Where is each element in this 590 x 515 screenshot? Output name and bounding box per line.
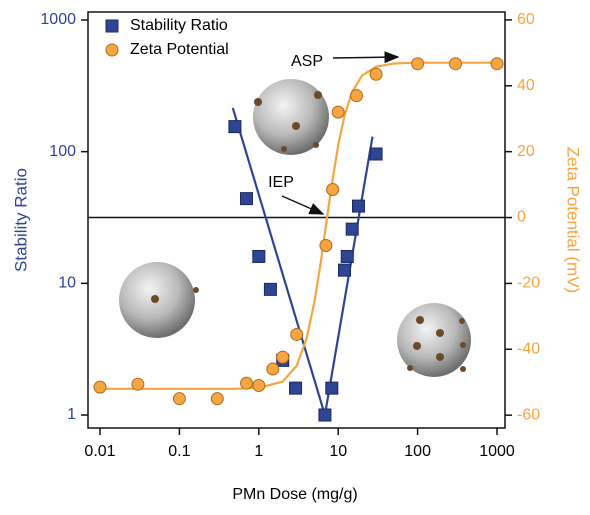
data-point	[340, 249, 354, 263]
annotation: IEP	[268, 174, 294, 191]
data-point	[331, 105, 345, 119]
data-point	[290, 327, 304, 341]
x-tick-label: 0.1	[168, 443, 190, 460]
x-tick-label: 1	[254, 443, 263, 460]
plot-frame	[87, 11, 506, 429]
annotation-arrow	[281, 195, 325, 215]
data-point	[318, 408, 332, 422]
y-tick-label: 100	[49, 143, 76, 160]
data-point	[252, 379, 266, 393]
y2-tick-label: 20	[517, 143, 535, 160]
y-axis-label: Stability Ratio	[11, 168, 30, 272]
x-tick-label: 0.01	[84, 443, 115, 460]
data-point	[240, 376, 254, 390]
y2-tick-label: -60	[517, 406, 540, 423]
data-point	[289, 381, 303, 395]
data-point	[326, 183, 340, 197]
y2-tick-label: 60	[517, 11, 535, 28]
x-tick-label: 1000	[479, 443, 515, 460]
data-point	[449, 57, 463, 71]
data-point	[345, 222, 359, 236]
y2-tick-label: -20	[517, 275, 540, 292]
y-tick-label: 1000	[40, 11, 76, 28]
data-point	[263, 282, 277, 296]
data-point	[369, 67, 383, 81]
legend-marker	[105, 43, 119, 57]
y2-tick-label: -40	[517, 340, 540, 357]
data-point	[490, 57, 504, 71]
data-point	[276, 350, 290, 364]
x-axis-label: PMn Dose (mg/g)	[232, 486, 357, 503]
data-point	[266, 362, 280, 376]
y2-tick-label: 40	[517, 77, 535, 94]
data-point	[325, 381, 339, 395]
data-point	[210, 392, 224, 406]
data-point	[252, 249, 266, 263]
data-point	[369, 147, 383, 161]
annotation: ASP	[291, 53, 323, 70]
data-point	[131, 377, 145, 391]
data-point	[350, 89, 364, 103]
data-point	[319, 239, 333, 253]
data-point	[240, 192, 254, 206]
legend-label: Zeta Potential	[130, 41, 229, 58]
data-point	[338, 263, 352, 277]
y-tick-label: 1	[67, 406, 76, 423]
y2-tick-label: 0	[517, 209, 526, 226]
particle-illustrations	[119, 79, 471, 377]
x-tick-label: 100	[404, 443, 431, 460]
data-point	[411, 57, 425, 71]
legend-label: Stability Ratio	[130, 17, 228, 34]
data-point	[93, 380, 107, 394]
y2-axis-label: Zeta Potential (mV)	[564, 147, 583, 293]
data-point	[228, 120, 242, 134]
legend-marker	[105, 19, 119, 33]
data-point	[351, 199, 365, 213]
data-point	[172, 392, 186, 406]
annotation-arrow	[332, 51, 400, 64]
y-tick-label: 10	[58, 275, 76, 292]
x-tick-label: 10	[329, 443, 347, 460]
